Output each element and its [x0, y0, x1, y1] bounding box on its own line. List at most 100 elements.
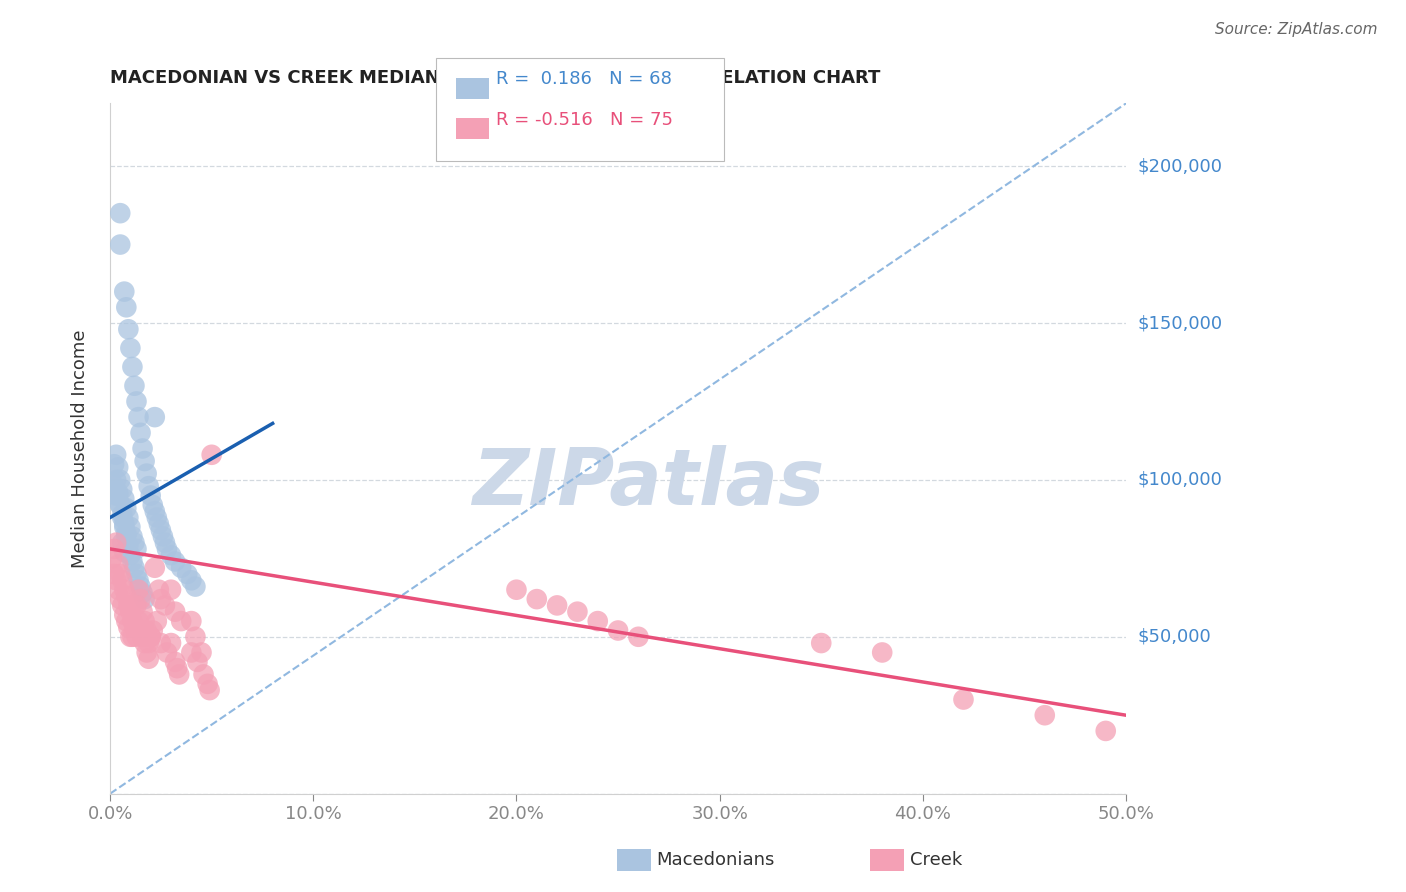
Point [160, 548, 183, 562]
Point [139, 630, 162, 644]
Point [112, 607, 135, 622]
Point [190, 645, 212, 659]
Point [148, 516, 170, 531]
Point [129, 624, 152, 638]
Point [112, 285, 135, 299]
Text: $50,000: $50,000 [1137, 628, 1211, 646]
Point [112, 520, 135, 534]
Point [112, 545, 135, 559]
Text: $150,000: $150,000 [1137, 314, 1222, 332]
Point [105, 535, 128, 549]
Point [103, 541, 125, 556]
Point [1033, 708, 1056, 723]
Point [112, 491, 135, 506]
Point [134, 592, 156, 607]
Point [128, 614, 150, 628]
Point [125, 599, 148, 613]
Point [526, 592, 548, 607]
Point [138, 652, 160, 666]
Point [152, 529, 174, 543]
Point [117, 620, 139, 634]
Point [124, 535, 146, 549]
Point [153, 599, 176, 613]
Point [1094, 723, 1116, 738]
Text: R = -0.516   N = 75: R = -0.516 N = 75 [496, 111, 673, 128]
Point [112, 582, 135, 597]
Point [134, 454, 156, 468]
Point [139, 489, 162, 503]
Point [125, 394, 148, 409]
Text: MACEDONIAN VS CREEK MEDIAN HOUSEHOLD INCOME CORRELATION CHART: MACEDONIAN VS CREEK MEDIAN HOUSEHOLD INC… [110, 69, 880, 87]
Point [143, 410, 166, 425]
Point [180, 614, 202, 628]
Point [115, 526, 138, 541]
Point [153, 535, 176, 549]
Point [186, 655, 208, 669]
Point [149, 636, 172, 650]
Point [505, 582, 527, 597]
Point [870, 645, 893, 659]
Point [101, 476, 124, 491]
Point [131, 605, 153, 619]
Point [103, 567, 125, 582]
Point [103, 483, 125, 497]
Point [120, 605, 142, 619]
Point [111, 510, 134, 524]
Point [117, 539, 139, 553]
Point [149, 592, 172, 607]
Point [135, 467, 157, 481]
Point [156, 541, 179, 556]
Point [131, 630, 153, 644]
Point [129, 580, 152, 594]
Point [121, 630, 143, 644]
Point [121, 359, 143, 374]
Point [165, 655, 187, 669]
Point [111, 535, 134, 549]
Point [112, 516, 135, 531]
Point [149, 523, 172, 537]
Point [197, 677, 219, 691]
Point [124, 560, 146, 574]
Point [607, 624, 630, 638]
Point [128, 582, 150, 597]
Point [166, 661, 188, 675]
Point [567, 605, 589, 619]
Point [115, 501, 138, 516]
Point [129, 592, 152, 607]
Point [111, 574, 134, 588]
Point [125, 630, 148, 644]
Point [111, 483, 134, 497]
Point [134, 614, 156, 628]
Point [138, 636, 160, 650]
Point [128, 410, 150, 425]
Point [176, 567, 198, 582]
Point [198, 683, 221, 698]
Point [131, 442, 153, 456]
Text: $200,000: $200,000 [1137, 157, 1222, 175]
Point [107, 489, 129, 503]
Point [160, 582, 183, 597]
Point [110, 498, 132, 512]
Point [143, 504, 166, 518]
Point [110, 237, 132, 252]
Point [810, 636, 832, 650]
Point [138, 479, 160, 493]
Point [184, 630, 207, 644]
Text: Source: ZipAtlas.com: Source: ZipAtlas.com [1215, 22, 1378, 37]
Point [115, 301, 138, 315]
Point [165, 605, 187, 619]
Point [105, 473, 128, 487]
Point [105, 574, 128, 588]
Point [627, 630, 650, 644]
Point [120, 341, 142, 355]
Point [110, 592, 132, 607]
Point [146, 510, 169, 524]
Point [117, 510, 139, 524]
Point [142, 624, 165, 638]
Point [110, 206, 132, 220]
Point [117, 599, 139, 613]
Point [120, 548, 142, 562]
Point [105, 448, 128, 462]
Point [143, 560, 166, 574]
Point [120, 630, 142, 644]
